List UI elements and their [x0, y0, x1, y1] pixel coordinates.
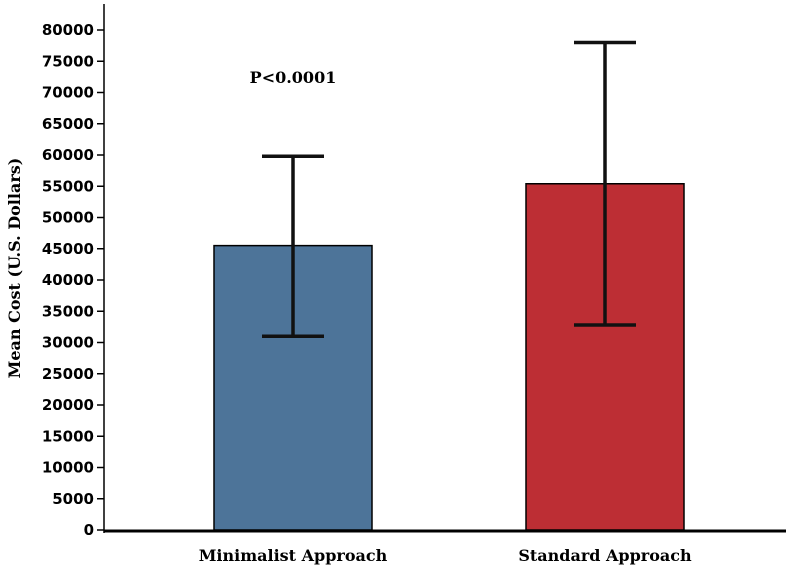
y-tick-label: 45000 — [42, 240, 94, 258]
y-tick-label: 5000 — [52, 490, 94, 508]
y-tick-label: 50000 — [42, 209, 94, 227]
y-tick-label: 35000 — [42, 302, 94, 320]
y-tick-label: 10000 — [42, 459, 94, 477]
error-bars — [262, 40, 636, 338]
y-tick-label: 80000 — [42, 21, 94, 39]
y-tick-label: 0 — [84, 521, 94, 539]
y-tick-label: 55000 — [42, 177, 94, 195]
y-tick-label: 15000 — [42, 427, 94, 445]
x-category-label: Standard Approach — [518, 546, 692, 565]
x-category-label: Minimalist Approach — [199, 546, 388, 565]
y-tick-label: 60000 — [42, 146, 94, 164]
y-tick-label: 40000 — [42, 271, 94, 289]
annotations: P<0.0001 — [250, 68, 337, 87]
y-axis-ticks: 0 5000 10000 15000 20000 25000 30000 35000 40000… — [42, 21, 104, 539]
bars — [213, 183, 685, 531]
y-tick-label: 70000 — [42, 84, 94, 102]
y-tick-label: 30000 — [42, 334, 94, 352]
x-axis-labels: Minimalist Approach Standard Approach — [199, 546, 692, 565]
p-value-annotation: P<0.0001 — [250, 68, 337, 87]
y-axis-title: Mean Cost (U.S. Dollars) — [5, 158, 24, 379]
y-tick-label: 20000 — [42, 396, 94, 414]
y-tick-label: 65000 — [42, 115, 94, 133]
y-tick-label: 75000 — [42, 52, 94, 70]
y-tick-label: 25000 — [42, 365, 94, 383]
